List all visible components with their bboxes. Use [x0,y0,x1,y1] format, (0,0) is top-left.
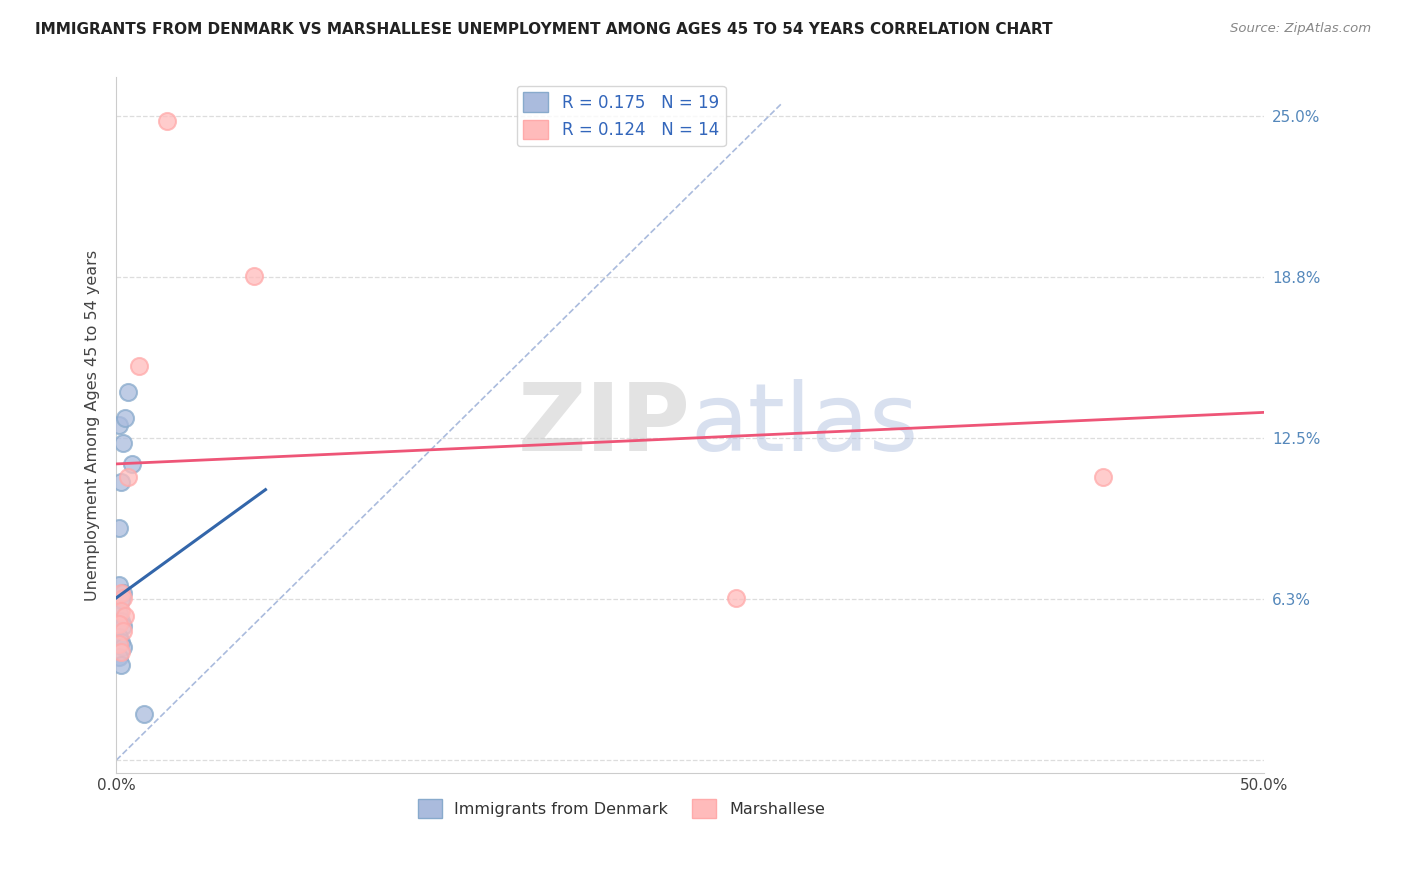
Text: atlas: atlas [690,379,918,471]
Marshallese [1092,470,1115,484]
Immigrants from Denmark [107,521,129,535]
Marshallese [117,470,139,484]
Text: Source: ZipAtlas.com: Source: ZipAtlas.com [1230,22,1371,36]
Marshallese [724,591,747,605]
Marshallese [107,637,129,651]
Marshallese [128,359,150,373]
Immigrants from Denmark [110,593,132,607]
Immigrants from Denmark [110,614,132,628]
Marshallese [110,645,132,659]
Immigrants from Denmark [121,457,143,471]
Text: ZIP: ZIP [517,379,690,471]
Immigrants from Denmark [107,630,129,644]
Immigrants from Denmark [110,634,132,648]
Text: IMMIGRANTS FROM DENMARK VS MARSHALLESE UNEMPLOYMENT AMONG AGES 45 TO 54 YEARS CO: IMMIGRANTS FROM DENMARK VS MARSHALLESE U… [35,22,1053,37]
Marshallese [107,616,129,631]
Immigrants from Denmark [110,475,132,489]
Immigrants from Denmark [114,410,136,425]
Marshallese [110,604,132,618]
Immigrants from Denmark [110,657,132,672]
Immigrants from Denmark [107,607,129,621]
Immigrants from Denmark [117,384,139,399]
Marshallese [110,585,132,599]
Marshallese [112,591,135,605]
Immigrants from Denmark [112,585,135,599]
Immigrants from Denmark [132,706,155,721]
Immigrants from Denmark [107,418,129,433]
Immigrants from Denmark [112,619,135,633]
Immigrants from Denmark [112,436,135,450]
Immigrants from Denmark [112,640,135,654]
Marshallese [243,268,266,283]
Marshallese [156,114,179,128]
Marshallese [112,624,135,639]
Y-axis label: Unemployment Among Ages 45 to 54 years: Unemployment Among Ages 45 to 54 years [86,250,100,601]
Immigrants from Denmark [107,578,129,592]
Legend: Immigrants from Denmark, Marshallese: Immigrants from Denmark, Marshallese [412,793,831,824]
Immigrants from Denmark [107,650,129,665]
Marshallese [114,608,136,623]
